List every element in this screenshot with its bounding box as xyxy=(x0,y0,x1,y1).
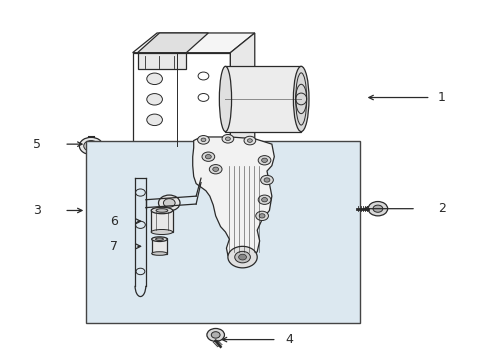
Polygon shape xyxy=(133,33,255,53)
Circle shape xyxy=(207,328,224,341)
Ellipse shape xyxy=(156,238,163,240)
FancyBboxPatch shape xyxy=(133,53,230,146)
Circle shape xyxy=(159,195,180,211)
Circle shape xyxy=(235,251,250,263)
Text: 3: 3 xyxy=(33,204,41,217)
FancyBboxPatch shape xyxy=(86,140,360,323)
FancyBboxPatch shape xyxy=(151,211,172,232)
Circle shape xyxy=(88,143,95,148)
Polygon shape xyxy=(193,137,274,262)
FancyBboxPatch shape xyxy=(225,66,301,132)
Circle shape xyxy=(258,156,271,165)
Circle shape xyxy=(197,135,209,144)
Text: 1: 1 xyxy=(438,91,446,104)
Circle shape xyxy=(373,205,383,212)
Circle shape xyxy=(147,94,162,105)
Circle shape xyxy=(84,140,98,151)
Ellipse shape xyxy=(156,209,168,212)
Text: 4: 4 xyxy=(286,333,294,346)
Circle shape xyxy=(368,202,388,216)
Circle shape xyxy=(244,136,256,145)
Circle shape xyxy=(198,72,209,80)
Circle shape xyxy=(209,165,222,174)
Ellipse shape xyxy=(151,229,172,234)
Circle shape xyxy=(222,134,234,143)
Circle shape xyxy=(79,137,103,154)
Circle shape xyxy=(147,114,162,126)
Ellipse shape xyxy=(294,66,309,132)
Circle shape xyxy=(198,94,209,102)
FancyBboxPatch shape xyxy=(152,238,167,253)
Circle shape xyxy=(256,211,269,221)
Polygon shape xyxy=(230,33,255,146)
FancyBboxPatch shape xyxy=(138,53,186,69)
Ellipse shape xyxy=(152,252,167,255)
Ellipse shape xyxy=(151,207,172,214)
Circle shape xyxy=(247,139,252,142)
Text: 2: 2 xyxy=(438,202,446,215)
Polygon shape xyxy=(138,33,208,53)
Circle shape xyxy=(205,154,211,159)
Circle shape xyxy=(262,198,268,202)
Text: 6: 6 xyxy=(110,215,118,228)
Circle shape xyxy=(202,152,215,161)
Text: 5: 5 xyxy=(33,138,41,150)
Circle shape xyxy=(213,167,219,171)
Circle shape xyxy=(225,137,230,140)
Circle shape xyxy=(201,138,206,141)
Circle shape xyxy=(211,332,220,338)
Circle shape xyxy=(258,195,271,204)
Circle shape xyxy=(261,175,273,185)
Ellipse shape xyxy=(220,66,232,132)
Circle shape xyxy=(228,246,257,268)
Ellipse shape xyxy=(152,237,167,242)
Text: 7: 7 xyxy=(110,240,118,253)
Circle shape xyxy=(264,178,270,182)
Circle shape xyxy=(239,254,246,260)
Circle shape xyxy=(259,214,265,218)
Circle shape xyxy=(163,199,175,207)
Circle shape xyxy=(262,158,268,162)
Circle shape xyxy=(147,73,162,85)
